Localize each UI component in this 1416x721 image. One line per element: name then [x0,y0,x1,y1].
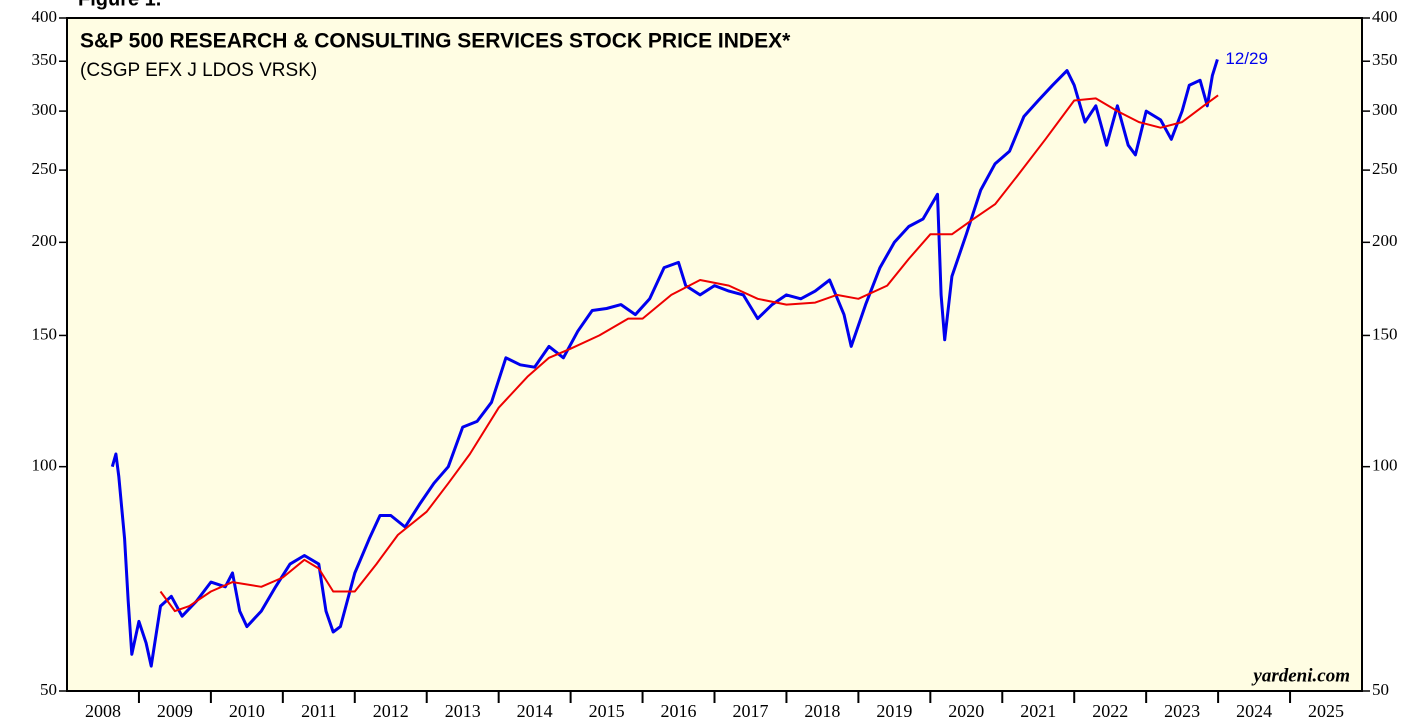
y-tick-label: 100 [32,456,58,475]
x-tick-label: 2016 [661,701,697,721]
y2-tick-label: 300 [1372,100,1398,119]
plot-area [66,17,1363,692]
x-tick-label: 2019 [876,701,912,721]
x-tick-label: 2021 [1020,701,1056,721]
y-tick-label: 250 [32,159,58,178]
x-tick-label: 2012 [373,701,409,721]
x-tick-label: 2020 [948,701,984,721]
x-tick-label: 2023 [1164,701,1200,721]
chart-title: S&P 500 RESEARCH & CONSULTING SERVICES S… [80,30,791,53]
x-tick-label: 2011 [301,701,336,721]
x-tick-label: 2024 [1236,701,1272,721]
x-tick-label: 2015 [589,701,625,721]
x-tick-label: 2013 [445,701,481,721]
y2-tick-label: 150 [1372,324,1398,343]
y2-tick-label: 250 [1372,159,1398,178]
y-tick-label: 400 [32,7,58,26]
y-tick-label: 50 [40,680,57,699]
x-tick-label: 2017 [732,701,768,721]
y-tick-label: 300 [32,100,58,119]
y2-tick-label: 50 [1372,680,1389,699]
x-tick-label: 2022 [1092,701,1128,721]
y-tick-label: 350 [32,50,58,69]
x-tick-label: 2010 [229,701,265,721]
y2-tick-label: 350 [1372,50,1398,69]
end-annotation: 12/29 [1225,49,1268,68]
y2-tick-label: 200 [1372,231,1398,250]
source: yardeni.com [1251,665,1350,686]
chart-subtitle: (CSGP EFX J LDOS VRSK) [80,60,317,81]
line-series [159,94,1219,613]
x-tick-label: 2018 [804,701,840,721]
y-tick-label: 150 [32,324,58,343]
y-tick-label: 200 [32,231,58,250]
x-tick-label: 2025 [1308,701,1344,721]
y2-tick-label: 400 [1372,7,1398,26]
y2-tick-label: 100 [1372,456,1398,475]
line-series [110,58,1219,668]
x-tick-label: 2009 [157,701,193,721]
x-tick-label: 2014 [517,701,553,721]
figure-label: Figure 1. [78,0,161,10]
x-tick-label: 2008 [85,701,121,721]
